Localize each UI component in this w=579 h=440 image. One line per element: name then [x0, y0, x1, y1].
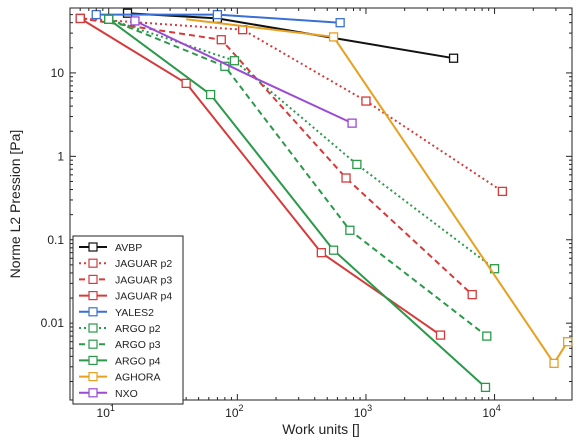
data-point — [345, 225, 355, 235]
data-point — [229, 56, 240, 66]
legend-swatch-marker — [88, 355, 98, 365]
data-point — [341, 173, 351, 183]
data-point — [75, 13, 85, 24]
legend-swatch-marker — [88, 323, 98, 333]
y-tick-label: 10 — [51, 66, 65, 80]
y-tick-label: 0.01 — [41, 316, 65, 330]
legend-swatch-marker — [88, 274, 98, 284]
data-point — [435, 330, 446, 340]
series-layer — [75, 8, 573, 393]
legend: AVBP JAGUAR p2 JAGUAR p3 JAGUAR p4 YALES2 ARG… — [72, 235, 184, 405]
data-point — [347, 118, 357, 128]
data-point — [130, 16, 140, 26]
x-axis-title: Work units [] — [282, 421, 360, 437]
data-point — [352, 159, 362, 170]
data-point — [181, 78, 191, 88]
legend-swatch-marker — [88, 372, 98, 382]
legend-label: NXO — [115, 388, 138, 400]
data-point — [104, 14, 114, 24]
legend-swatch-marker — [88, 258, 98, 268]
data-point — [122, 8, 133, 18]
series-line — [108, 18, 487, 389]
x-tick-label: 101 — [97, 403, 115, 420]
x-tick-label: 104 — [482, 403, 500, 420]
data-point — [216, 35, 226, 45]
x-tick-label: 102 — [225, 403, 243, 420]
legend-label: ARGO p4 — [115, 355, 161, 367]
data-point — [497, 186, 508, 197]
series-aghora — [186, 18, 573, 368]
legend-swatch-marker — [88, 388, 98, 398]
data-point — [205, 89, 216, 100]
y-tick-label: 0.1 — [47, 233, 64, 247]
legend-label: ARGO p2 — [115, 323, 161, 335]
data-point — [448, 53, 459, 63]
legend-label: AVBP — [115, 242, 142, 254]
legend-swatch-marker — [88, 291, 98, 301]
data-point — [482, 331, 492, 341]
series-line — [108, 18, 488, 337]
data-point — [212, 9, 223, 20]
legend-label: JAGUAR p4 — [115, 291, 172, 303]
data-point — [335, 18, 345, 28]
data-point — [328, 32, 339, 42]
data-point — [316, 248, 326, 258]
data-point — [328, 245, 339, 255]
series-nxo — [130, 16, 357, 128]
legend-label: JAGUAR p3 — [115, 274, 172, 286]
data-point — [91, 9, 101, 20]
data-point — [480, 382, 491, 393]
series-line — [186, 18, 569, 365]
series-line — [134, 19, 353, 125]
legend-swatch-marker — [88, 339, 98, 349]
data-point — [467, 289, 477, 300]
data-point — [361, 96, 371, 106]
series-line — [108, 18, 496, 270]
legend-label: AGHORA — [115, 372, 161, 384]
legend-swatch-marker — [88, 307, 98, 317]
legend-swatch-marker — [88, 242, 98, 252]
x-tick-label: 103 — [354, 403, 372, 420]
legend-label: ARGO p3 — [115, 339, 161, 351]
y-axis-title: Norme L2 Pression [Pa] — [7, 130, 23, 279]
series-argo-p4 — [104, 14, 491, 393]
legend-label: YALES2 — [115, 307, 154, 319]
series-line — [80, 17, 503, 193]
data-point — [549, 358, 559, 368]
y-tick-label: 1 — [57, 149, 64, 163]
legend-label: JAGUAR p2 — [115, 258, 172, 270]
